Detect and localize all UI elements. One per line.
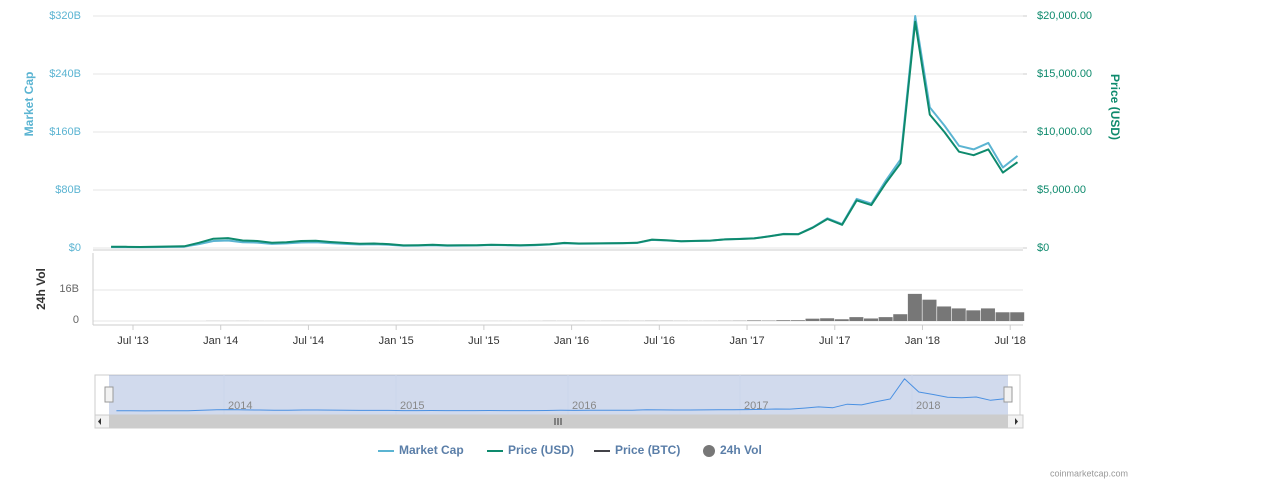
navigator-selection[interactable]: [109, 375, 1008, 415]
navigator-handle[interactable]: [104, 386, 114, 403]
legend-label: 24h Vol: [720, 443, 762, 457]
x-tick-label: Jan '17: [729, 335, 764, 347]
x-tick-label: Jul '15: [468, 335, 499, 347]
navigator-label: 2014: [228, 400, 252, 412]
scrollbar-grip: [554, 418, 562, 425]
y-axis-title: Market Cap: [22, 72, 36, 137]
legend-item[interactable]: Price (BTC): [594, 443, 680, 457]
x-tick-label: Jul '18: [994, 335, 1025, 347]
legend-item[interactable]: 24h Vol: [703, 443, 762, 457]
y2-axis-title: Price (USD): [1108, 74, 1122, 140]
y2-tick-label: $5,000.00: [1037, 184, 1086, 196]
credits: coinmarketcap.com: [1050, 468, 1128, 478]
legend-item[interactable]: Market Cap: [378, 443, 464, 457]
legend-symbol: [703, 445, 715, 457]
y-tick-label: $240B: [49, 68, 81, 80]
x-tick-label: Jul '14: [293, 335, 324, 347]
navigator-label: 2016: [572, 400, 596, 412]
navigator-bg: [94, 374, 1021, 416]
volume-bar: [776, 320, 791, 321]
y2-tick-label: $10,000.00: [1037, 126, 1092, 138]
volume-bar: [820, 318, 835, 321]
vol-tick-label: 0: [73, 314, 79, 326]
volume-bar: [951, 308, 966, 321]
x-tick-label: Jan '18: [905, 335, 940, 347]
navigator-label: 2015: [400, 400, 424, 412]
volume-bar: [966, 310, 981, 321]
navigator-handle[interactable]: [1003, 386, 1013, 403]
legend-label: Price (USD): [508, 443, 574, 457]
volume-bar: [864, 318, 878, 321]
volume-bar: [922, 299, 937, 321]
price-line: [111, 20, 1019, 248]
navigator-label: 2018: [916, 400, 940, 412]
volume-bar: [995, 312, 1010, 321]
volume-bar: [907, 293, 922, 321]
x-tick-label: Jul '16: [644, 335, 675, 347]
y2-tick-label: $15,000.00: [1037, 68, 1092, 80]
y-tick-label: $80B: [55, 184, 81, 196]
volume-bar: [834, 319, 849, 321]
volume-bar: [747, 320, 762, 321]
legend-item[interactable]: Price (USD): [487, 443, 574, 457]
x-tick-label: Jan '15: [379, 335, 414, 347]
legend-label: Market Cap: [399, 443, 464, 457]
vol-axis-title: 24h Vol: [34, 268, 48, 310]
x-tick-label: Jan '16: [554, 335, 589, 347]
y2-tick-label: $0: [1037, 242, 1049, 254]
volume-bar: [980, 308, 995, 321]
x-tick-label: Jul '17: [819, 335, 850, 347]
scrollbar-arrow-right[interactable]: [1015, 418, 1018, 425]
volume-bar: [937, 306, 952, 321]
vol-tick-label: 16B: [59, 283, 79, 295]
navigator-label: 2017: [744, 400, 768, 412]
volume-bar: [1010, 312, 1025, 321]
navigator-line: [116, 378, 1005, 412]
y2-tick-label: $20,000.00: [1037, 10, 1092, 22]
x-tick-label: Jul '13: [117, 335, 148, 347]
x-tick-label: Jan '14: [203, 335, 238, 347]
scrollbar-arrow-left[interactable]: [98, 418, 101, 425]
legend-label: Price (BTC): [615, 443, 680, 457]
y-tick-label: $0: [69, 242, 81, 254]
volume-bar: [790, 320, 805, 321]
volume-bar: [849, 317, 864, 321]
volume-bar: [878, 317, 893, 321]
volume-bar: [805, 318, 820, 321]
volume-bar: [893, 314, 908, 321]
y-tick-label: $160B: [49, 126, 81, 138]
y-tick-label: $320B: [49, 10, 81, 22]
